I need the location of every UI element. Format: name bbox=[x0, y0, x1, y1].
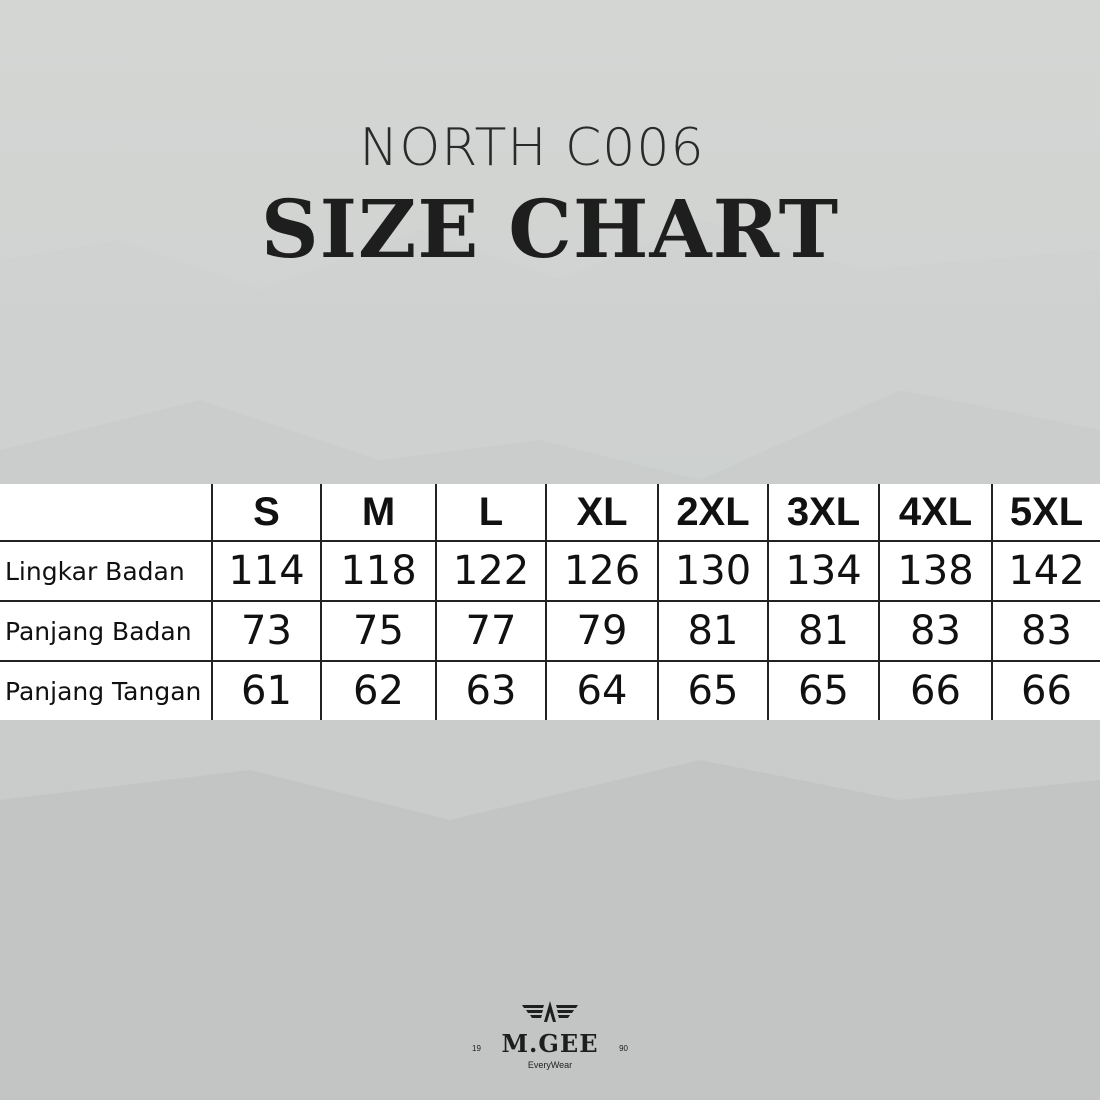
cell: 63 bbox=[435, 660, 547, 720]
brand-tagline: EveryWear bbox=[527, 1060, 573, 1070]
cell: 79 bbox=[545, 600, 659, 662]
cell: 134 bbox=[767, 540, 880, 602]
cell: 126 bbox=[545, 540, 659, 602]
size-header: 2XL bbox=[657, 484, 769, 542]
size-header-row: S M L XL 2XL 3XL 4XL 5XL bbox=[0, 484, 1100, 542]
cell: 114 bbox=[211, 540, 322, 602]
table-row: Lingkar Badan 114 118 122 126 130 134 13… bbox=[0, 540, 1100, 602]
brand-name: M.GEE bbox=[501, 1029, 599, 1058]
cell: 83 bbox=[878, 600, 993, 662]
row-label: Panjang Tangan bbox=[0, 660, 213, 720]
cell: 61 bbox=[211, 660, 322, 720]
product-name: NORTH C006 bbox=[359, 118, 705, 178]
cell: 62 bbox=[320, 660, 437, 720]
cell: 81 bbox=[657, 600, 769, 662]
table-row: Panjang Badan 73 75 77 79 81 81 83 83 bbox=[0, 600, 1100, 662]
cell: 142 bbox=[991, 540, 1100, 602]
cell: 66 bbox=[991, 660, 1100, 720]
cell: 77 bbox=[435, 600, 547, 662]
size-chart-table: S M L XL 2XL 3XL 4XL 5XL Lingkar Badan 1… bbox=[0, 484, 1100, 720]
size-header: M bbox=[320, 484, 437, 542]
size-header: 4XL bbox=[878, 484, 993, 542]
year-left: 19 bbox=[472, 1044, 481, 1053]
cell: 65 bbox=[657, 660, 769, 720]
cell: 83 bbox=[991, 600, 1100, 662]
size-header: S bbox=[211, 484, 322, 542]
wings-emblem-icon bbox=[522, 1001, 578, 1022]
year-right: 90 bbox=[619, 1044, 628, 1053]
cell: 75 bbox=[320, 600, 437, 662]
cell: 65 bbox=[767, 660, 880, 720]
cell: 118 bbox=[320, 540, 437, 602]
cell: 138 bbox=[878, 540, 993, 602]
size-header: L bbox=[435, 484, 547, 542]
size-header: XL bbox=[545, 484, 659, 542]
brand-logo: 19 90 M.GEE EveryWear bbox=[470, 1000, 630, 1070]
cell: 66 bbox=[878, 660, 993, 720]
cell: 130 bbox=[657, 540, 769, 602]
row-label: Panjang Badan bbox=[0, 600, 213, 662]
size-header: 5XL bbox=[991, 484, 1100, 542]
row-label: Lingkar Badan bbox=[0, 540, 213, 602]
table-row: Panjang Tangan 61 62 63 64 65 65 66 66 bbox=[0, 660, 1100, 720]
corner-cell bbox=[0, 484, 213, 542]
page-title: SIZE CHART bbox=[260, 182, 840, 276]
cell: 73 bbox=[211, 600, 322, 662]
cell: 122 bbox=[435, 540, 547, 602]
size-header: 3XL bbox=[767, 484, 880, 542]
cell: 81 bbox=[767, 600, 880, 662]
cell: 64 bbox=[545, 660, 659, 720]
